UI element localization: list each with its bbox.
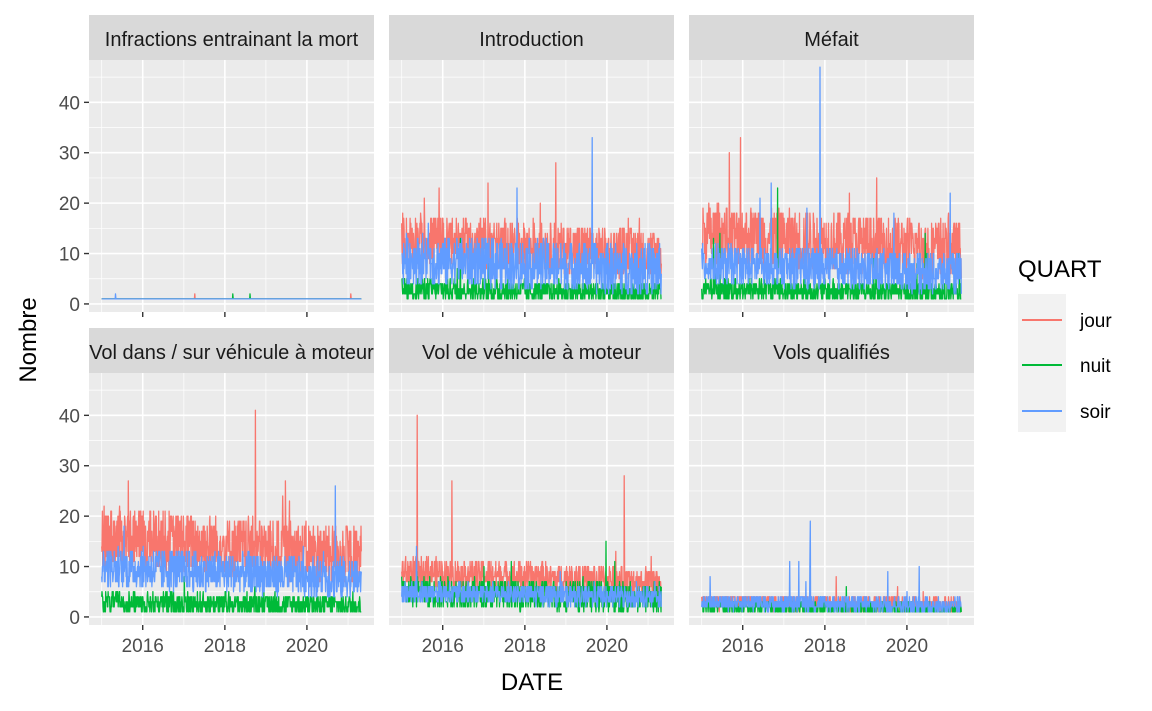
legend-label-jour: jour — [1079, 311, 1112, 332]
facet-panel: Vols qualifiés — [689, 328, 974, 625]
x-tick-label: 2018 — [804, 636, 846, 657]
y-tick-label: 10 — [59, 245, 80, 266]
x-tick-label: 2016 — [422, 636, 464, 657]
legend-key-background — [1018, 294, 1066, 432]
legend: QUART jour nuit soir — [1018, 256, 1112, 432]
facet-strip-title: Infractions entrainant la mort — [105, 29, 359, 51]
x-tick-label: 2020 — [586, 636, 628, 657]
facet-panel: Vol de véhicule à moteur — [389, 328, 674, 625]
x-tick-label: 2016 — [122, 636, 164, 657]
facet-strip — [389, 328, 674, 373]
facet-strip-title: Vol de véhicule à moteur — [422, 342, 641, 364]
y-tick-label: 10 — [59, 558, 80, 579]
panel-background — [689, 373, 974, 625]
y-tick-label: 20 — [59, 194, 80, 215]
facet-panel: Infractions entrainant la mort — [89, 15, 374, 312]
facet-strip — [689, 328, 974, 373]
facet-panel: Méfait — [689, 15, 974, 312]
axes: 0 10 20 30 40 0 10 20 30 40 2016 2018 2020 2016 2018 20… — [59, 93, 928, 657]
y-tick-label: 30 — [59, 457, 80, 478]
series-line-soir — [101, 293, 362, 300]
y-tick-label: 20 — [59, 507, 80, 528]
y-axis-title: Nombre — [15, 297, 42, 382]
facet-strip-title: Vols qualifiés — [773, 342, 890, 364]
facet-strip — [689, 15, 974, 60]
facet-strip-title: Méfait — [804, 29, 859, 51]
facet-strip — [89, 328, 374, 373]
series-line-jour — [701, 136, 962, 280]
x-tick-label: 2016 — [722, 636, 764, 657]
x-tick-label: 2020 — [886, 636, 928, 657]
legend-title: QUART — [1018, 256, 1102, 283]
series-line-nuit — [101, 575, 362, 613]
y-tick-label: 0 — [69, 608, 80, 629]
facet-strip-title: Introduction — [479, 29, 584, 51]
series-line-soir — [701, 66, 962, 295]
legend-label-soir: soir — [1080, 402, 1111, 423]
series-line-soir — [401, 545, 662, 608]
series-line-soir — [701, 520, 962, 613]
y-tick-label: 40 — [59, 93, 80, 114]
facet-panel: Vol dans / sur véhicule à moteur — [89, 328, 374, 625]
facet-panels: Infractions entrainant la mort Introducti… — [89, 15, 974, 625]
x-axis-title: DATE — [501, 669, 563, 696]
y-tick-label: 40 — [59, 406, 80, 427]
facet-strip-title: Vol dans / sur véhicule à moteur — [89, 342, 374, 364]
panel-background — [89, 60, 374, 312]
y-tick-label: 0 — [69, 295, 80, 316]
facet-panel: Introduction — [389, 15, 674, 312]
series-line-nuit — [701, 187, 962, 300]
series-line-soir — [401, 136, 662, 295]
x-tick-label: 2020 — [286, 636, 328, 657]
series-line-nuit — [401, 237, 662, 300]
legend-label-nuit: nuit — [1080, 356, 1111, 377]
x-tick-label: 2018 — [504, 636, 546, 657]
facet-strip — [89, 15, 374, 60]
y-tick-label: 30 — [59, 144, 80, 165]
facet-strip — [389, 15, 674, 60]
series-line-soir — [101, 485, 362, 598]
x-tick-label: 2018 — [204, 636, 246, 657]
